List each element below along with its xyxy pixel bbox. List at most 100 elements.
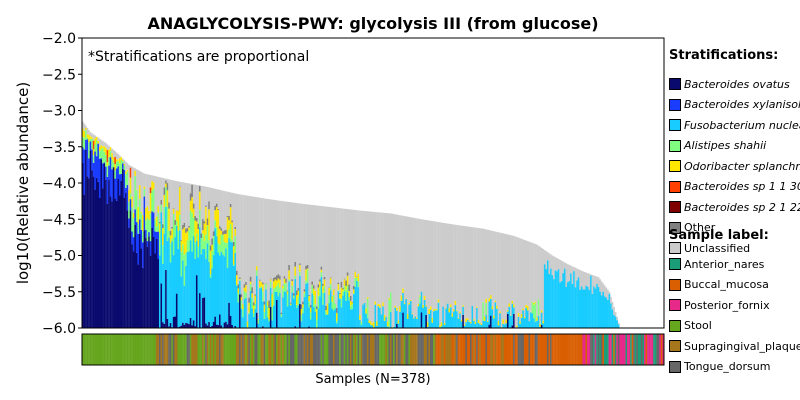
bar-segment	[360, 210, 363, 322]
bar-segment	[317, 205, 320, 285]
bar-segment	[182, 244, 184, 261]
bar-segment	[103, 146, 106, 152]
sample-label-cell	[222, 334, 224, 365]
bar-segment	[497, 325, 500, 328]
sample-label-cell	[580, 334, 583, 365]
bar-segment	[131, 207, 133, 232]
bar-segment	[354, 271, 357, 278]
bar-segment	[537, 245, 540, 300]
sample-label-cell	[334, 334, 337, 365]
bar-segment	[488, 298, 491, 302]
bar-segment	[245, 285, 247, 293]
bar-segment	[368, 320, 371, 323]
bar-segment	[94, 144, 97, 152]
bar-segment	[172, 255, 175, 317]
sample-label-cell	[252, 334, 255, 365]
bar-segment	[396, 214, 398, 308]
bar-segment	[426, 220, 429, 323]
sample-label-cell	[97, 334, 100, 365]
bar-segment	[453, 309, 455, 312]
bar-segment	[169, 262, 172, 323]
bar-segment	[129, 199, 132, 211]
bar-segment	[508, 306, 511, 328]
bar-segment	[174, 237, 177, 317]
bar-segment	[120, 157, 123, 160]
bar-segment	[400, 295, 403, 301]
bar-segment	[299, 303, 301, 328]
bar-segment	[400, 300, 403, 328]
sample-label-cell	[115, 334, 118, 365]
bar-segment	[451, 316, 454, 328]
bar-segment	[285, 291, 287, 328]
sample-label-cell	[220, 334, 223, 365]
bar-segment	[111, 201, 113, 328]
sample-label-cell	[608, 334, 611, 365]
bar-segment	[517, 313, 520, 317]
bar-segment	[225, 229, 227, 234]
bar-segment	[142, 267, 144, 328]
bar-segment	[206, 325, 209, 328]
sample-label-cell	[502, 334, 505, 365]
bar-segment	[570, 265, 572, 274]
sample-label-cell	[269, 334, 272, 365]
bar-segment	[499, 313, 501, 328]
bar-segment	[445, 308, 448, 328]
bar-segment	[336, 320, 338, 324]
sample-label-cell	[488, 334, 491, 365]
bar-segment	[100, 139, 103, 146]
bar-segment	[237, 288, 240, 294]
bar-segment	[82, 121, 84, 129]
bar-segment	[229, 207, 232, 225]
sample-label-cell	[219, 334, 221, 365]
bar-segment	[169, 322, 172, 328]
sample-label-cell	[446, 334, 449, 365]
bar-segment	[303, 289, 306, 292]
bar-segment	[252, 316, 255, 328]
bar-segment	[132, 237, 135, 252]
bar-segment	[459, 311, 461, 314]
sample-label-cell	[228, 334, 230, 365]
bar-segment	[135, 189, 138, 191]
bar-segment	[462, 314, 464, 328]
bar-segment	[239, 294, 241, 328]
sample-label-cell	[483, 334, 486, 365]
bar-segment	[169, 230, 172, 236]
sample-label-cell	[423, 334, 426, 365]
bar-segment	[405, 299, 408, 328]
bar-segment	[114, 170, 117, 179]
bar-segment	[377, 306, 380, 328]
sample-label-cell	[352, 334, 355, 365]
sample-label-cell	[440, 334, 443, 365]
sample-label-cell	[169, 334, 172, 365]
bar-segment	[306, 269, 309, 283]
bar-segment	[232, 246, 235, 265]
bar-segment	[137, 223, 140, 234]
bar-segment	[414, 315, 417, 317]
bar-segment	[232, 264, 235, 266]
bar-segment	[154, 218, 157, 220]
bar-segment	[451, 224, 454, 314]
bar-segment	[122, 161, 124, 164]
bar-segment	[252, 196, 255, 303]
sample-label-cell	[382, 334, 384, 365]
bar-segment	[345, 208, 347, 281]
bar-segment	[466, 226, 469, 319]
bar-segment	[94, 138, 97, 145]
bar-segment	[214, 210, 217, 221]
bar-segment	[168, 230, 170, 238]
bar-segment	[109, 196, 112, 328]
bar-segment	[240, 300, 243, 309]
bar-segment	[596, 276, 598, 285]
bar-segment	[449, 304, 452, 308]
bar-segment	[303, 291, 306, 294]
bar-segment	[305, 204, 307, 266]
bar-segment	[579, 289, 582, 328]
bar-segment	[568, 281, 571, 328]
bar-segment	[562, 273, 565, 328]
sample-label-cell	[254, 334, 257, 365]
sample-label-cell	[594, 334, 597, 365]
sample-label-cell	[402, 334, 404, 365]
bar-segment	[97, 137, 100, 141]
bar-segment	[319, 281, 321, 288]
bar-segment	[608, 293, 611, 328]
